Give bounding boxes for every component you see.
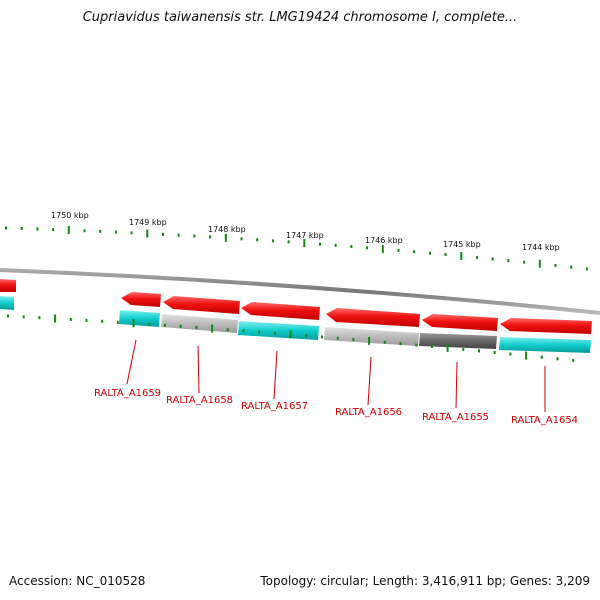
cds-track [0,279,592,334]
genome-backbone [0,268,600,315]
gene-track [0,296,591,353]
genome-summary-text: Topology: circular; Length: 3,416,911 bp… [260,574,590,588]
cds-arrow[interactable] [0,279,16,292]
gene-bar[interactable] [161,314,238,333]
cds-arrow[interactable] [163,296,240,314]
cds-arrow[interactable] [422,314,498,331]
gene-label-ralta-a1655[interactable]: RALTA_A1655 [422,412,489,423]
gene-label-ralta-a1654[interactable]: RALTA_A1654 [511,415,578,426]
gene-bar[interactable] [119,310,160,327]
page-title: Cupriavidus taiwanensis str. LMG19424 ch… [82,10,518,25]
gene-label-ralta-a1657[interactable]: RALTA_A1657 [241,401,308,412]
scale-label-1747: 1747 kbp [286,231,324,240]
cds-arrow[interactable] [121,292,161,307]
gene-label-ralta-a1658[interactable]: RALTA_A1658 [166,395,233,406]
gene-label-ralta-a1656[interactable]: RALTA_A1656 [335,407,402,418]
outer-tick-ring [5,226,588,271]
scale-label-1744: 1744 kbp [522,243,560,252]
scale-label-1746: 1746 kbp [365,236,403,245]
leader-line [126,339,137,385]
inner-tick-ring [7,314,575,362]
scale-label-1745: 1745 kbp [443,240,481,249]
leader-line [455,361,458,409]
cds-arrow[interactable] [326,308,420,327]
scale-labels: 1750 kbp 1749 kbp 1748 kbp 1747 kbp 1746… [51,211,560,252]
leader-line [197,345,200,394]
cds-arrow[interactable] [241,302,320,320]
accession-text: Accession: NC_010528 [9,574,146,588]
gene-label-ralta-a1659[interactable]: RALTA_A1659 [94,388,161,399]
gene-bar[interactable] [0,296,14,310]
cds-arrow[interactable] [500,318,592,334]
gene-leader-lines [126,339,546,412]
gene-bar[interactable] [324,327,419,346]
gene-bar[interactable] [499,337,591,353]
scale-label-1748: 1748 kbp [208,225,246,234]
scale-label-1750: 1750 kbp [51,211,89,220]
leader-line [367,356,372,406]
gene-bar[interactable] [419,333,497,349]
scale-label-1749: 1749 kbp [129,218,167,227]
leader-line [273,350,278,400]
gene-bar[interactable] [238,321,319,340]
gene-labels: RALTA_A1659 RALTA_A1658 RALTA_A1657 RALT… [94,388,578,426]
